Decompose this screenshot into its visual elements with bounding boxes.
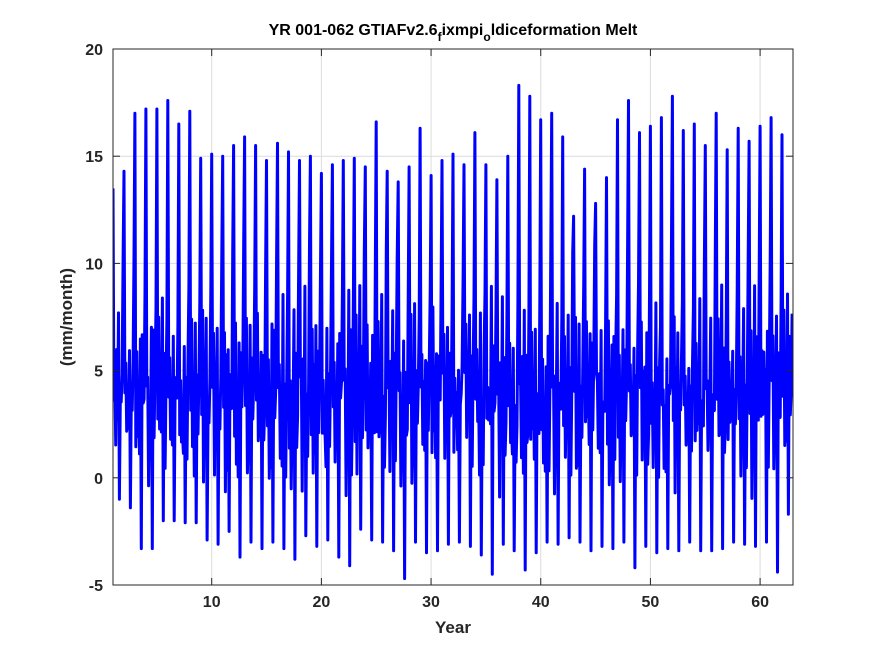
tick-marks: [113, 48, 793, 586]
series-line: [113, 83, 793, 581]
y-tick-label: 10: [85, 256, 103, 273]
title-subscript-1: f: [438, 30, 443, 44]
title-mid: ixmpi: [442, 22, 484, 39]
x-tick-label: 60: [751, 594, 769, 611]
y-tick-label: 0: [94, 471, 103, 488]
x-axis-label: Year: [435, 618, 471, 637]
y-tick-label: 20: [85, 42, 103, 59]
y-tick-labels: -5 0 5 10 15 20: [85, 42, 103, 595]
x-tick-label: 10: [203, 594, 221, 611]
title-tail: ldiceformation Melt: [491, 22, 638, 39]
x-tick-label: 30: [422, 594, 440, 611]
title-main: YR 001-062 GTIAFv2.6: [269, 22, 438, 39]
y-axis-label: (mm/month): [57, 268, 76, 366]
y-tick-label: 5: [94, 364, 103, 381]
x-tick-labels: 10 20 30 40 50 60: [203, 594, 769, 611]
x-tick-label: 20: [312, 594, 330, 611]
y-tick-label: 15: [85, 149, 103, 166]
chart-title: YR 001-062 GTIAFv2.6fixmpioldiceformatio…: [269, 22, 638, 44]
title-subscript-2: o: [483, 30, 490, 44]
x-tick-label: 50: [642, 594, 660, 611]
plot-frame: [112, 48, 794, 586]
y-tick-label: -5: [89, 578, 103, 595]
x-tick-label: 40: [532, 594, 550, 611]
